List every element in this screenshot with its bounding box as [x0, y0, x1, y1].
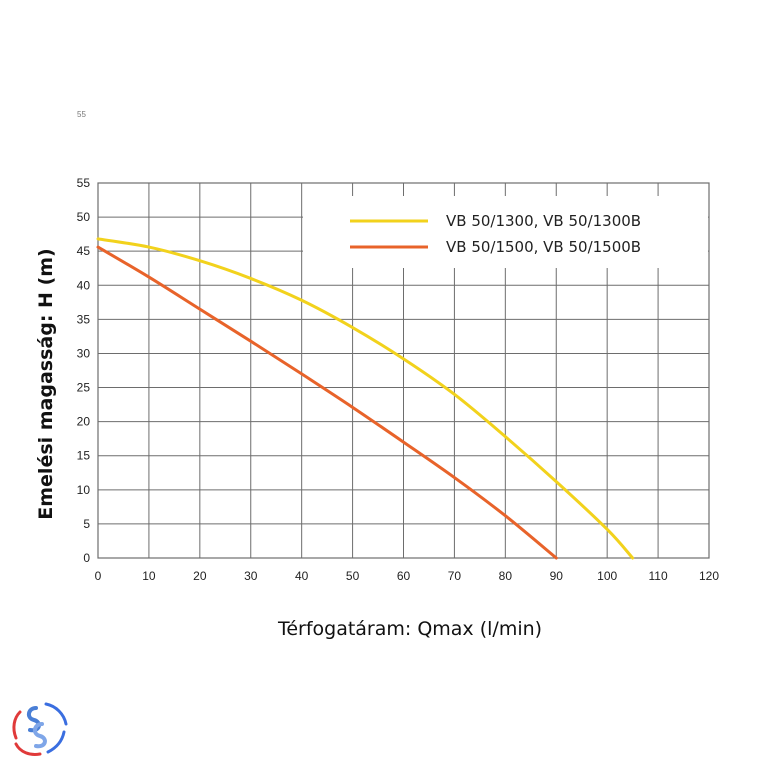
- y-tick-label-10: 50: [77, 210, 91, 224]
- x-tick-label-11: 110: [649, 569, 668, 583]
- y-tick-label-3: 15: [77, 449, 91, 463]
- plot-border: [97, 182, 710, 559]
- y-tick-label-6: 30: [77, 346, 91, 360]
- legend: VB 50/1300, VB 50/1300B VB 50/1500, VB 50…: [350, 212, 641, 256]
- x-tick-label-1: 10: [142, 569, 156, 583]
- y-tick-label-8: 40: [77, 278, 91, 292]
- x-tick-label-10: 100: [597, 569, 617, 583]
- stray-tick-label: 55: [77, 110, 86, 119]
- company-logo: [12, 702, 68, 756]
- x-tick-label-6: 60: [397, 569, 411, 583]
- y-tick-label-9: 45: [77, 244, 91, 258]
- x-tick-label-0: 0: [95, 569, 102, 583]
- legend-background: [303, 196, 708, 268]
- x-tick-label-12: 120: [699, 569, 719, 583]
- y-tick-label-7: 35: [77, 312, 91, 326]
- y-tick-label-2: 10: [77, 483, 91, 497]
- y-tick-label-11: 55: [77, 176, 91, 190]
- y-axis-label: Emelési magasság: H (m): [35, 248, 57, 519]
- legend-label-1: VB 50/1500, VB 50/1500B: [446, 238, 641, 256]
- x-tick-label-3: 30: [244, 569, 258, 583]
- y-tick-label-1: 5: [83, 517, 90, 531]
- x-tick-label-9: 90: [550, 569, 564, 583]
- x-axis-label: Térfogatáram: Qmax (l/min): [277, 618, 542, 640]
- x-tick-label-2: 20: [193, 569, 207, 583]
- series-line-1: [96, 245, 558, 560]
- legend-label-0: VB 50/1300, VB 50/1300B: [446, 212, 641, 230]
- series-layer: [96, 237, 635, 560]
- x-tick-label-5: 50: [346, 569, 360, 583]
- x-tick-label-4: 40: [295, 569, 309, 583]
- y-tick-label-0: 0: [83, 551, 90, 565]
- x-tick-label-8: 80: [499, 569, 513, 583]
- x-tick-label-7: 70: [448, 569, 462, 583]
- y-tick-label-5: 25: [77, 381, 91, 395]
- y-tick-label-4: 20: [77, 415, 91, 429]
- tick-labels: 0 10 20 30 40 50 60 70 80 90 100 110 120 0 5 10 15 20 25 30…: [77, 176, 720, 583]
- series-line-0: [96, 237, 635, 560]
